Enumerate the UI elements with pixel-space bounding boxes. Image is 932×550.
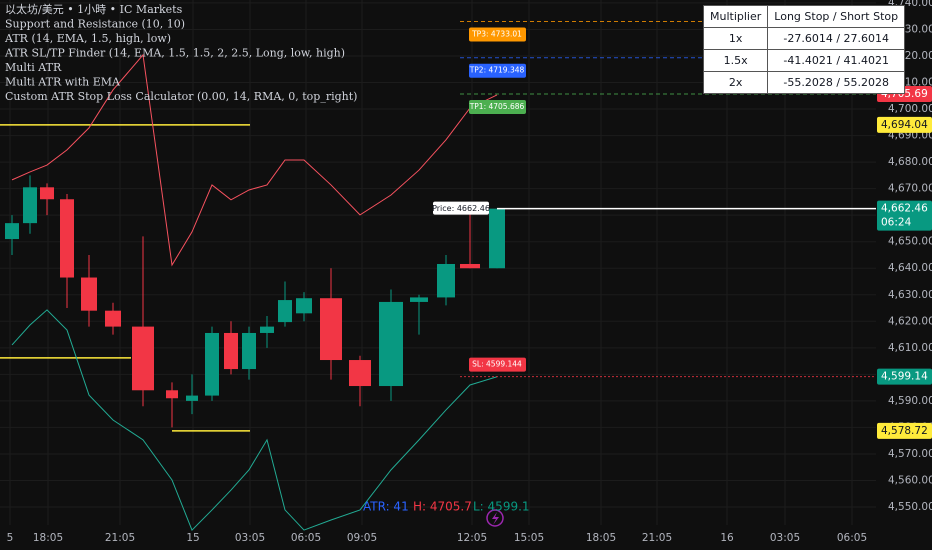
atr-line [11,53,498,267]
y-tick-label: 4,550.00 [888,501,932,513]
x-tick-label: 21:05 [105,532,135,544]
y-tick-label: 4,740.00 [888,0,932,9]
table-cell: -41.4021 / 41.4021 [767,49,906,72]
table-cell: 2x [702,71,769,94]
level-tag [469,357,526,372]
price-axis-tag [877,422,932,439]
x-tick-label: 09:05 [347,532,377,544]
candle-body [242,332,256,370]
table-row: Multiplier Long Stop / Short Stop [702,5,906,28]
y-tick-label: 4,610.00 [888,342,932,354]
candle-body [132,326,154,391]
candle-body [320,298,342,361]
level-tag [469,63,526,78]
level-tag [469,99,526,114]
x-tick-label: 21:05 [642,532,672,544]
candle-body [224,332,238,370]
candle-body [296,298,312,314]
indicator-legend: Support and Resistance (10, 10) [5,18,185,31]
price-tag [433,201,489,215]
price-axis-tag [877,368,932,385]
x-tick-label: 15 [186,532,199,544]
candle-body [349,360,371,387]
indicator-legend: ATR (14, EMA, 1.5, high, low) [4,32,171,45]
table-row: 1.5x -41.4021 / 41.4021 [702,49,906,72]
candle-body [205,332,219,396]
price-axis-tag [877,116,932,133]
y-tick-label: 4,570.00 [888,448,932,460]
candle-body [410,297,428,302]
table-cell: 1.5x [702,49,769,72]
candle-body [489,208,505,269]
table-cell: Multiplier [702,5,769,28]
y-tick-label: 4,640.00 [888,262,932,274]
alert-bolt [492,512,499,525]
y-tick-label: 4,630.00 [888,289,932,301]
candle-body [60,199,74,278]
candle-body [166,390,178,399]
y-tick-label: 4,590.00 [888,395,932,407]
indicator-legend: 以太坊/美元 • 1小時 • IC Markets [5,2,183,16]
y-tick-label: 4,650.00 [888,236,932,248]
candle-body [40,187,54,200]
candle-body [460,263,480,269]
y-tick-label: 4,670.00 [888,183,932,195]
level-label: SL: 4599.144 [472,360,522,369]
y-tick-label: 4,700.00 [888,103,932,115]
high-readout: H: 4705.7 [413,500,472,514]
candle-body [260,326,274,333]
y-tick-label: 4,560.00 [888,474,932,486]
table-row: 2x -55.2028 / 55.2028 [702,71,906,94]
price-axis-tag-label: 4,662.46 [881,203,928,215]
x-tick-label: 06:05 [291,532,321,544]
price-axis-tag-label: 4,578.72 [881,425,928,437]
x-tick-label: 03:05 [770,532,800,544]
candle-body [437,263,455,298]
atr-readout: ATR: 41 [363,500,409,514]
y-tick-label: 4,680.00 [888,156,932,168]
table-row: 1x -27.6014 / 27.6014 [702,27,906,50]
table-cell: Long Stop / Short Stop [767,5,906,28]
table-cell: -27.6014 / 27.6014 [767,27,906,50]
indicator-legend: ATR SL/TP Finder (14, EMA, 1.5, 1.5, 2, … [4,47,345,60]
alert-icon[interactable] [486,509,504,527]
candle-body [5,223,19,240]
table-cell: 1x [702,27,769,50]
candle-body [105,310,121,327]
price-label: Price: 4662.46 [432,204,490,213]
y-tick-label: 4,620.00 [888,315,932,327]
low-readout: L: 4599.1 [473,500,530,514]
atr-table: Multiplier Long Stop / Short Stop 1x -27.60… [702,5,906,94]
x-tick-label: 16 [720,532,734,544]
candle-body [23,187,37,224]
level-label: TP2: 4719.348 [469,66,525,75]
level-label: TP3: 4733.01 [471,29,522,38]
price-axis-tag-label: 4,599.14 [881,371,928,383]
candle-body [81,277,97,311]
x-tick-label: 15:05 [514,532,544,544]
x-tick-label: 06:05 [837,532,867,544]
candle-body [186,395,198,401]
x-tick-label: 12:05 [457,532,487,544]
price-axis-tag-label: 4,694.04 [881,119,928,131]
indicator-legend: Multi ATR [5,61,62,74]
x-tick-label: 18:05 [33,532,63,544]
x-tick-label: 03:05 [235,532,265,544]
level-tag [469,27,526,42]
countdown: 06:24 [881,217,912,229]
x-tick-label: 18:05 [586,532,616,544]
atr-line [11,309,498,531]
table-cell: -55.2028 / 55.2028 [767,71,906,94]
candle-body [379,301,403,387]
candle-body [278,300,292,323]
indicator-legend: Custom ATR Stop Loss Calculator (0.00, 1… [5,90,357,103]
indicator-legend: Multi ATR with EMA [5,76,121,89]
x-tick-label: 5 [7,532,14,544]
level-label: TP1: 4705.686 [469,102,525,111]
price-axis-tag [877,200,932,231]
